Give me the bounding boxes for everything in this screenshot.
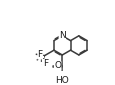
Text: F: F	[38, 55, 43, 64]
Text: HO: HO	[55, 76, 68, 85]
Text: N: N	[58, 31, 65, 40]
Text: O: O	[54, 62, 61, 70]
Text: F: F	[37, 50, 42, 59]
Text: F: F	[43, 59, 48, 68]
